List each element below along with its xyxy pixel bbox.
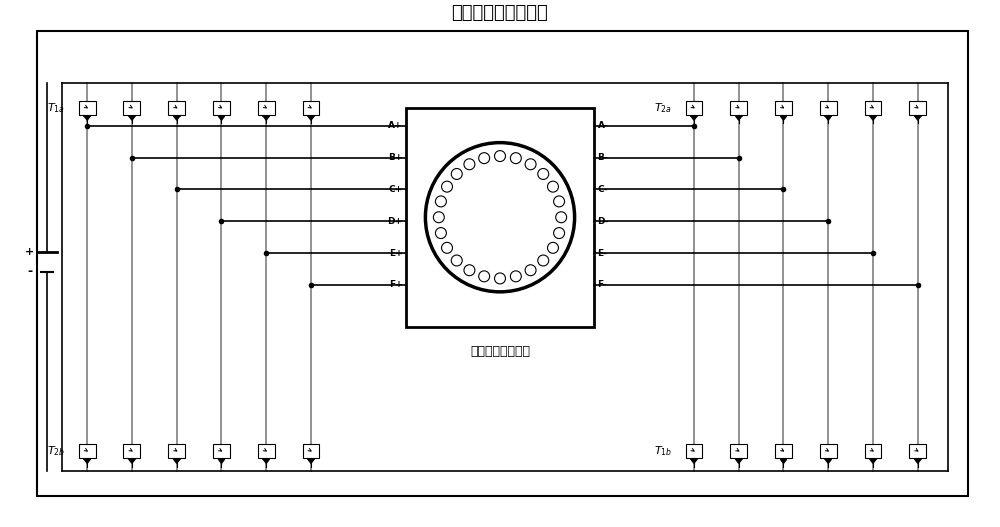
- Polygon shape: [308, 116, 314, 120]
- Bar: [820, 444, 837, 458]
- Circle shape: [538, 169, 549, 180]
- Circle shape: [495, 273, 505, 284]
- Circle shape: [538, 255, 549, 266]
- Circle shape: [442, 181, 452, 192]
- Circle shape: [464, 159, 475, 170]
- Text: 六相容错功率驱动器: 六相容错功率驱动器: [452, 4, 548, 22]
- Text: C+: C+: [388, 185, 403, 194]
- Polygon shape: [691, 116, 697, 120]
- Bar: [730, 101, 747, 114]
- Bar: [820, 101, 837, 114]
- Polygon shape: [129, 460, 135, 463]
- Text: A+: A+: [388, 121, 403, 130]
- Polygon shape: [736, 460, 742, 463]
- Text: D+: D+: [387, 217, 403, 226]
- Bar: [865, 101, 881, 114]
- Bar: [775, 101, 792, 114]
- Polygon shape: [129, 116, 135, 120]
- Polygon shape: [691, 460, 697, 463]
- Bar: [909, 101, 926, 114]
- Bar: [37, 31, 968, 496]
- Polygon shape: [84, 116, 90, 120]
- Circle shape: [548, 181, 558, 192]
- Polygon shape: [870, 460, 876, 463]
- Bar: [730, 444, 747, 458]
- Text: B-: B-: [597, 153, 608, 162]
- Polygon shape: [174, 460, 180, 463]
- Text: $T_{2b}$: $T_{2b}$: [47, 444, 65, 458]
- Circle shape: [435, 196, 446, 207]
- Circle shape: [464, 265, 475, 276]
- Bar: [79, 444, 96, 458]
- Text: F+: F+: [389, 280, 403, 289]
- Bar: [303, 444, 319, 458]
- Bar: [865, 444, 881, 458]
- Polygon shape: [736, 116, 742, 120]
- Bar: [686, 444, 702, 458]
- Circle shape: [495, 151, 505, 162]
- Bar: [168, 101, 185, 114]
- Text: $T_{1a}$: $T_{1a}$: [47, 101, 65, 115]
- Text: D-: D-: [597, 217, 609, 226]
- Text: B+: B+: [388, 153, 403, 162]
- Polygon shape: [174, 116, 180, 120]
- Circle shape: [425, 143, 575, 292]
- Text: E-: E-: [597, 249, 607, 258]
- Polygon shape: [870, 116, 876, 120]
- Circle shape: [548, 242, 558, 253]
- Bar: [406, 108, 594, 327]
- Polygon shape: [84, 460, 90, 463]
- Bar: [79, 101, 96, 114]
- Bar: [258, 101, 275, 114]
- Circle shape: [479, 153, 490, 163]
- Circle shape: [525, 265, 536, 276]
- Bar: [123, 444, 140, 458]
- Text: $T_{1b}$: $T_{1b}$: [654, 444, 672, 458]
- Circle shape: [525, 159, 536, 170]
- Circle shape: [479, 271, 490, 282]
- Polygon shape: [219, 116, 224, 120]
- Text: F-: F-: [597, 280, 607, 289]
- Polygon shape: [781, 460, 786, 463]
- Text: $T_{2a}$: $T_{2a}$: [654, 101, 672, 115]
- Bar: [213, 101, 230, 114]
- Polygon shape: [263, 116, 269, 120]
- Polygon shape: [825, 460, 831, 463]
- Bar: [168, 444, 185, 458]
- Bar: [686, 101, 702, 114]
- Text: A-: A-: [597, 121, 608, 130]
- Polygon shape: [825, 116, 831, 120]
- Polygon shape: [915, 116, 921, 120]
- Bar: [775, 444, 792, 458]
- Circle shape: [451, 169, 462, 180]
- Circle shape: [435, 228, 446, 239]
- Bar: [909, 444, 926, 458]
- Text: -: -: [27, 266, 32, 278]
- Circle shape: [510, 153, 521, 163]
- Text: C-: C-: [597, 185, 608, 194]
- Circle shape: [442, 242, 452, 253]
- Text: E+: E+: [389, 249, 403, 258]
- Polygon shape: [781, 116, 786, 120]
- Circle shape: [433, 212, 444, 223]
- Circle shape: [554, 196, 565, 207]
- Bar: [258, 444, 275, 458]
- Circle shape: [451, 255, 462, 266]
- Circle shape: [510, 271, 521, 282]
- Polygon shape: [915, 460, 921, 463]
- Polygon shape: [263, 460, 269, 463]
- Circle shape: [554, 228, 565, 239]
- Polygon shape: [308, 460, 314, 463]
- Circle shape: [556, 212, 567, 223]
- Text: +: +: [25, 247, 34, 257]
- Bar: [303, 101, 319, 114]
- Text: 六相永磁容错电机: 六相永磁容错电机: [470, 345, 530, 358]
- Polygon shape: [219, 460, 224, 463]
- Bar: [123, 101, 140, 114]
- Bar: [213, 444, 230, 458]
